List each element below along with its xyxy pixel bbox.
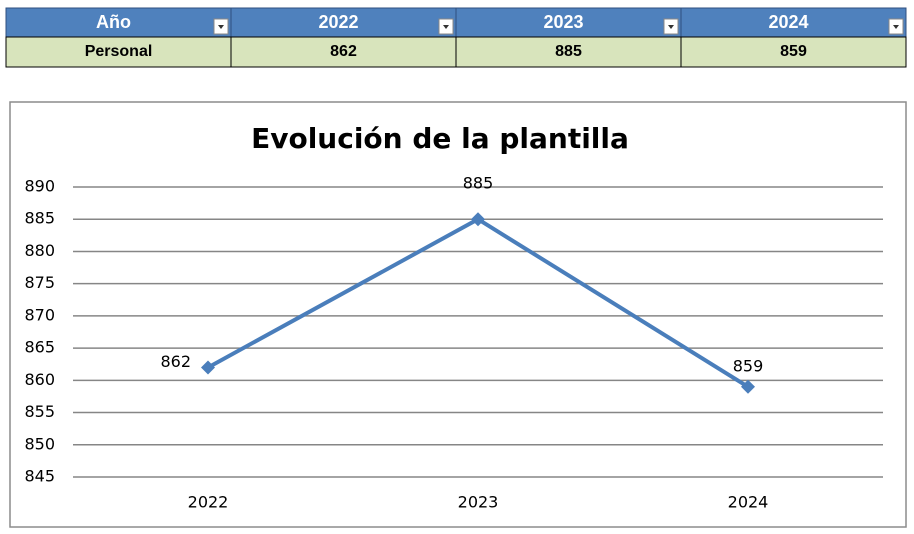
cell-text: 859 — [780, 43, 807, 60]
filter-arrow — [443, 25, 449, 29]
y-tick-label: 885 — [24, 209, 55, 228]
cell — [680, 36, 907, 68]
marker — [741, 379, 755, 394]
y-tick-label: 850 — [24, 434, 55, 453]
y-tick-label: 865 — [24, 338, 55, 357]
marker — [471, 212, 485, 227]
cell — [5, 36, 232, 68]
header-text: 2022 — [318, 12, 358, 32]
y-tick-label: 845 — [24, 467, 55, 486]
x-tick-label: 2022 — [188, 493, 229, 512]
y-tick-label: 855 — [24, 402, 55, 421]
filter-arrow — [218, 25, 224, 29]
y-tick-label: 880 — [24, 241, 55, 260]
cell-text: 885 — [555, 43, 582, 60]
x-tick-label: 2024 — [728, 493, 769, 512]
y-tick-label: 870 — [24, 305, 55, 324]
header-cell — [680, 7, 907, 38]
data-label: 885 — [463, 174, 494, 193]
data-label: 862 — [160, 352, 191, 371]
header-text: 2023 — [543, 12, 583, 32]
cell-text: Personal — [85, 43, 153, 60]
chart-title: Evolución de la plantilla — [251, 122, 629, 155]
filter-arrow — [668, 25, 674, 29]
y-tick-label: 860 — [24, 370, 55, 389]
cell — [230, 36, 457, 68]
chart-area — [9, 101, 907, 528]
filter-arrow — [893, 25, 899, 29]
y-tick-label: 890 — [24, 177, 55, 196]
marker — [201, 360, 215, 375]
header-text: 2024 — [768, 12, 808, 32]
x-tick-label: 2023 — [458, 493, 499, 512]
cell — [455, 36, 682, 68]
header-cell — [5, 7, 232, 38]
data-label: 859 — [733, 356, 764, 375]
header-text: Año — [96, 12, 131, 32]
cell-text: 862 — [330, 43, 357, 60]
y-tick-label: 875 — [24, 273, 55, 292]
